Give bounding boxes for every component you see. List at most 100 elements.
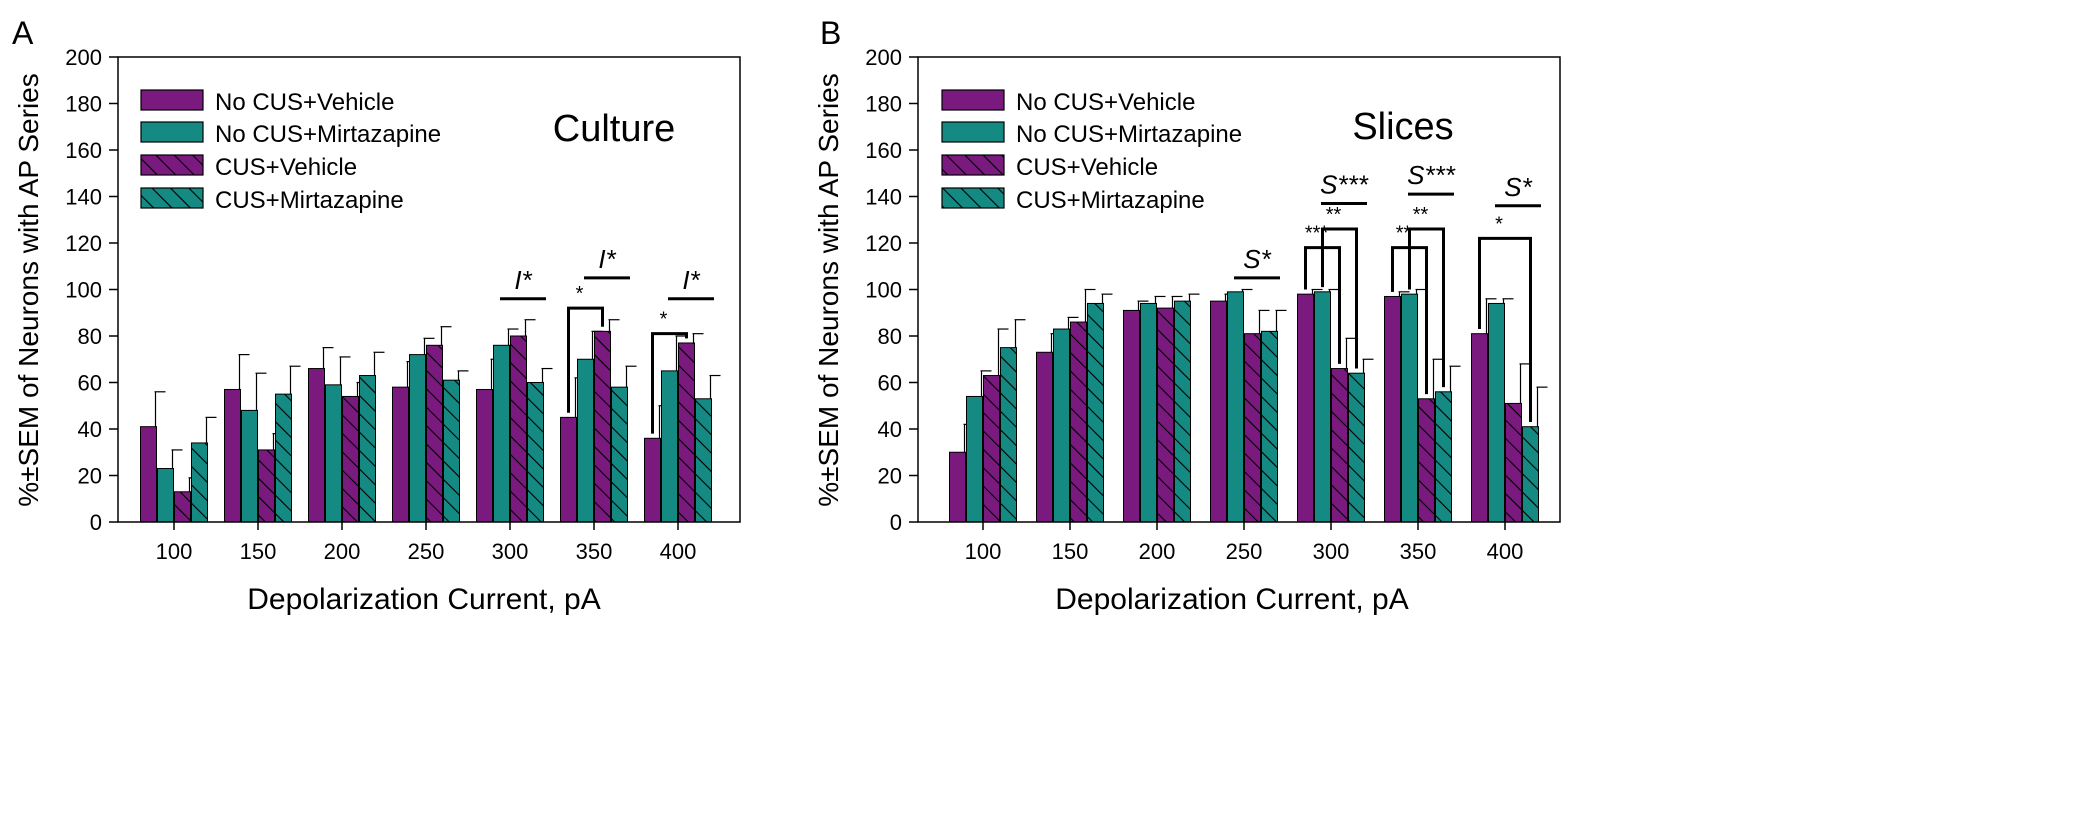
x-tick-label: 400 [660,539,697,564]
bar-cus-vehicle-200 [1157,307,1174,523]
bar-cus-vehicle-300 [1331,368,1348,523]
bar-cus-vehicle-100 [174,491,191,523]
bar-no-cus-mirtazapine-100 [966,395,983,523]
y-tick-label: 100 [65,278,102,303]
bar-no-cus-mirtazapine-150 [1053,328,1070,523]
legend: No CUS+Vehicle No CUS+Mirtazapine CUS+Ve… [941,89,1242,214]
y-tick-label: 180 [865,92,902,117]
legend-swatch-cus-mirtazapine [941,187,1005,209]
significance-stars: ** [1396,223,1412,245]
bar-cus-mirtazapine-400 [1522,426,1539,523]
y-tick-label: 0 [890,510,902,535]
bar-cus-vehicle-400 [1505,402,1522,523]
y-tick-label: 40 [78,417,102,442]
bar-cus-vehicle-200 [342,395,359,523]
x-tick-label: 250 [408,539,445,564]
bar-cus-vehicle-350 [594,330,611,523]
y-tick-label: 60 [78,371,102,396]
bar-no-cus-vehicle-250 [392,386,409,523]
significance-label: I* [598,244,616,274]
y-tick-label: 140 [865,185,902,210]
bar-cus-mirtazapine-300 [1348,372,1365,523]
x-tick-label: 200 [1139,539,1176,564]
y-tick-label: 0 [90,510,102,535]
legend-swatch-no-cus-vehicle [140,89,204,111]
chart-panel-culture: A %±SEM of Neurons with AP Series Depola… [12,15,741,616]
chart-marks: 0 20 40 60 80 100 120 140 160 180 200 100 150 200 250 3… [65,45,721,564]
y-tick-label: 80 [78,324,102,349]
y-tick-label: 160 [865,138,902,163]
bar-no-cus-vehicle-400 [1471,333,1488,523]
x-tick-label: 200 [324,539,361,564]
legend-label: No CUS+Vehicle [1016,89,1195,116]
bar-cus-mirtazapine-150 [1087,302,1104,523]
legend-label: CUS+Mirtazapine [1016,187,1205,214]
chart-title: Slices [1352,106,1453,148]
bar-no-cus-vehicle-300 [1297,293,1314,523]
significance-label: I* [514,265,532,295]
legend-label: No CUS+Vehicle [215,89,394,116]
significance-stars: * [660,309,668,331]
legend-label: No CUS+Mirtazapine [215,121,441,148]
bar-no-cus-mirtazapine-200 [1140,302,1157,523]
bar-cus-vehicle-300 [510,335,527,523]
legend: No CUS+Vehicle No CUS+Mirtazapine CUS+Ve… [140,89,441,214]
bar-cus-mirtazapine-350 [611,386,628,523]
bar-cus-mirtazapine-200 [1174,300,1191,523]
bar-cus-mirtazapine-100 [191,442,208,523]
bar-no-cus-mirtazapine-400 [661,370,678,523]
bar-no-cus-mirtazapine-400 [1488,302,1505,523]
y-tick-label: 140 [65,185,102,210]
x-tick-label: 150 [240,539,277,564]
bar-no-cus-vehicle-350 [560,416,577,523]
bar-no-cus-vehicle-100 [949,451,966,523]
bar-cus-mirtazapine-250 [1261,330,1278,523]
significance-label: I* [682,265,700,295]
bar-cus-mirtazapine-300 [527,382,544,523]
bar-no-cus-vehicle-150 [1036,351,1053,523]
bar-no-cus-vehicle-100 [140,426,157,523]
bar-no-cus-mirtazapine-350 [1401,293,1418,523]
significance-bracket [567,306,604,413]
significance-bracket [1478,236,1532,423]
bar-no-cus-mirtazapine-350 [577,358,594,523]
bar-no-cus-mirtazapine-150 [241,409,258,523]
plot-frame [917,56,1561,523]
legend-swatch-no-cus-mirtazapine [140,121,204,143]
bar-cus-mirtazapine-250 [443,379,460,523]
bar-cus-vehicle-250 [1244,333,1261,523]
y-axis-label: %±SEM of Neurons with AP Series [13,73,44,506]
bar-no-cus-mirtazapine-250 [1227,291,1244,523]
bar-cus-mirtazapine-200 [359,375,376,523]
chart-panel-slices: B %±SEM of Neurons with AP Series Depola… [813,15,1561,616]
x-axis-label: Depolarization Current, pA [247,583,601,616]
legend-label: CUS+Vehicle [215,154,357,181]
x-tick-label: 100 [156,539,193,564]
y-tick-label: 20 [78,464,102,489]
legend-swatch-no-cus-mirtazapine [941,121,1005,143]
bar-cus-vehicle-400 [678,342,695,523]
legend-swatch-cus-mirtazapine [140,187,204,209]
significance-label: S*** [1407,160,1456,190]
significance-stars: ** [1413,204,1429,226]
significance-stars: * [576,283,584,305]
legend-label: CUS+Vehicle [1016,154,1158,181]
x-tick-label: 300 [1313,539,1350,564]
legend-swatch-no-cus-vehicle [941,89,1005,111]
x-axis-label: Depolarization Current, pA [1055,583,1409,616]
bar-cus-mirtazapine-400 [695,398,712,523]
legend-label: CUS+Mirtazapine [215,187,404,214]
bar-cus-mirtazapine-100 [1000,347,1017,523]
y-axis-label: %±SEM of Neurons with AP Series [813,73,844,506]
x-tick-label: 400 [1487,539,1524,564]
y-tick-label: 120 [65,231,102,256]
significance-label: S* [1243,244,1271,274]
bar-no-cus-vehicle-350 [1384,295,1401,523]
plot-frame [117,56,741,523]
bar-no-cus-vehicle-200 [308,368,325,523]
x-tick-label: 100 [965,539,1002,564]
y-tick-label: 80 [878,324,902,349]
y-tick-label: 180 [65,92,102,117]
y-tick-label: 20 [878,464,902,489]
